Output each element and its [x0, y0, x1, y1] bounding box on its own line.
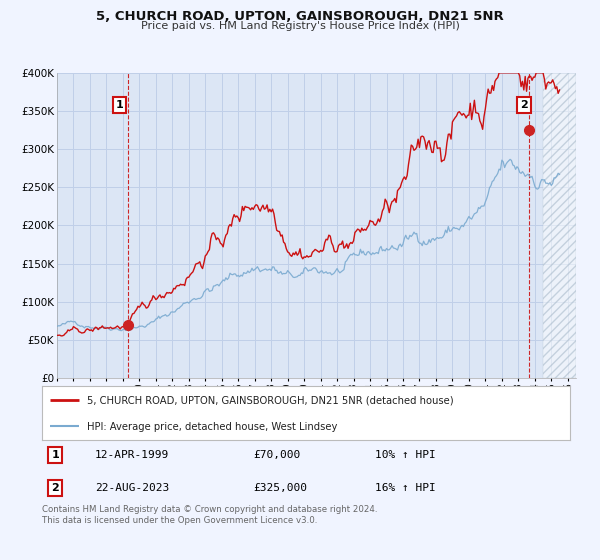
Text: 1: 1 [52, 450, 59, 460]
Text: 5, CHURCH ROAD, UPTON, GAINSBOROUGH, DN21 5NR (detached house): 5, CHURCH ROAD, UPTON, GAINSBOROUGH, DN2… [87, 396, 454, 406]
Text: 10% ↑ HPI: 10% ↑ HPI [374, 450, 436, 460]
Text: 1: 1 [115, 100, 123, 110]
Text: 22-AUG-2023: 22-AUG-2023 [95, 483, 169, 493]
Text: Contains HM Land Registry data © Crown copyright and database right 2024.
This d: Contains HM Land Registry data © Crown c… [42, 505, 377, 525]
Text: 12-APR-1999: 12-APR-1999 [95, 450, 169, 460]
Text: HPI: Average price, detached house, West Lindsey: HPI: Average price, detached house, West… [87, 422, 337, 432]
Text: Price paid vs. HM Land Registry's House Price Index (HPI): Price paid vs. HM Land Registry's House … [140, 21, 460, 31]
Text: £325,000: £325,000 [253, 483, 307, 493]
Text: 2: 2 [52, 483, 59, 493]
Text: 16% ↑ HPI: 16% ↑ HPI [374, 483, 436, 493]
Text: 2: 2 [520, 100, 528, 110]
Text: £70,000: £70,000 [253, 450, 301, 460]
Text: 5, CHURCH ROAD, UPTON, GAINSBOROUGH, DN21 5NR: 5, CHURCH ROAD, UPTON, GAINSBOROUGH, DN2… [96, 10, 504, 23]
